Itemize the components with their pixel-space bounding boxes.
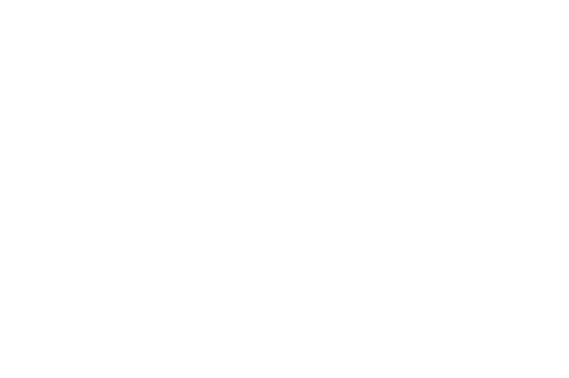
Text: Figure 3b: Maxillary right premolar periapical radiograph, shows examples of dev: Figure 3b: Maxillary right premolar peri… [23,285,569,297]
Text: maxillary left central incisor respectively.: maxillary left central incisor respectiv… [23,350,336,364]
Text: vertical bone defect on mesial aspect of maxillary right first premolar and dist: vertical bone defect on mesial aspect of… [23,319,569,332]
Text: Maxillary right premolar periapical radiograph, shows examples of developing: Maxillary right premolar periapical radi… [85,288,569,301]
Text: Figure 3b:: Figure 3b: [23,288,94,301]
Text: Maxillary right premolar periapical radiograph, shows examples of developing ver: Maxillary right premolar periapical radi… [83,285,560,342]
Text: B: B [83,30,94,45]
Text: Figure 3b:: Figure 3b: [23,285,94,298]
